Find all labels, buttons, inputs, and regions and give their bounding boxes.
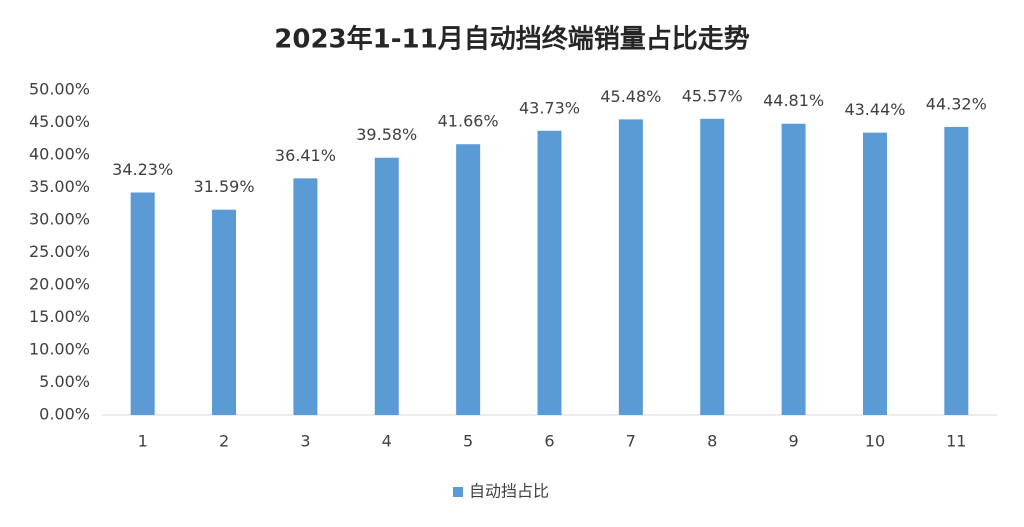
data-label: 43.73% [519, 98, 580, 117]
legend-swatch [453, 487, 463, 497]
data-label: 43.44% [844, 100, 905, 119]
y-tick-label: 40.00% [29, 145, 90, 164]
x-tick-label: 6 [544, 432, 554, 451]
data-label: 45.57% [682, 86, 743, 105]
x-tick-label: 8 [707, 432, 717, 451]
bar [944, 126, 969, 416]
data-label: 34.23% [112, 160, 173, 179]
y-tick-label: 10.00% [29, 340, 90, 359]
x-tick-label: 1 [138, 432, 148, 451]
data-label: 31.59% [194, 177, 255, 196]
x-tick-label: 4 [382, 432, 392, 451]
y-tick-label: 35.00% [29, 177, 90, 196]
legend-label: 自动挡占比 [469, 482, 549, 501]
bar [130, 192, 155, 415]
x-tick-label: 3 [300, 432, 310, 451]
bar [293, 178, 318, 415]
bar [618, 119, 643, 415]
x-tick-label: 11 [946, 432, 966, 451]
x-tick-label: 10 [865, 432, 885, 451]
bar [862, 132, 887, 415]
data-label: 44.32% [926, 94, 987, 113]
x-tick-label: 7 [626, 432, 636, 451]
bar [212, 209, 237, 415]
y-tick-label: 0.00% [39, 405, 90, 424]
y-tick-label: 45.00% [29, 112, 90, 131]
y-tick-label: 20.00% [29, 275, 90, 294]
x-tick-label: 2 [219, 432, 229, 451]
y-tick-label: 15.00% [29, 307, 90, 326]
x-tick-label: 9 [788, 432, 798, 451]
bar [374, 157, 399, 416]
bar [456, 144, 481, 415]
data-label: 44.81% [763, 91, 824, 110]
data-label: 41.66% [438, 112, 499, 131]
y-tick-label: 50.00% [29, 80, 90, 99]
bar [537, 130, 562, 415]
y-tick-label: 30.00% [29, 210, 90, 229]
x-tick-label: 5 [463, 432, 473, 451]
data-label: 39.58% [356, 125, 417, 144]
y-tick-label: 5.00% [39, 372, 90, 391]
chart-title: 2023年1-11月自动挡终端销量占比走势 [274, 24, 749, 55]
y-tick-label: 25.00% [29, 242, 90, 261]
bar [700, 118, 725, 416]
data-label: 36.41% [275, 146, 336, 165]
bar [781, 123, 806, 416]
data-label: 45.48% [600, 87, 661, 106]
